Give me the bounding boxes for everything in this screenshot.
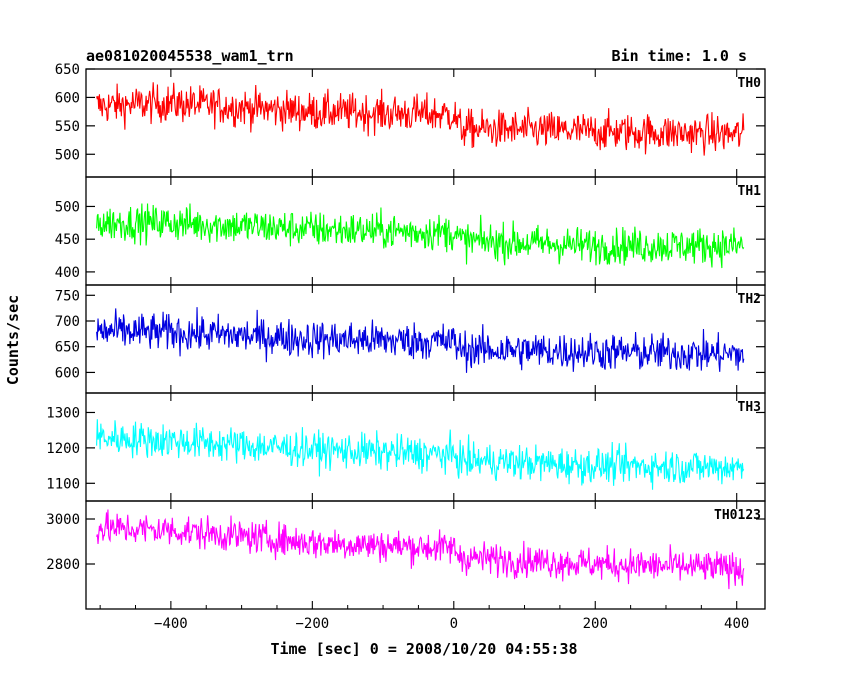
y-tick-label: 500	[55, 147, 80, 163]
panel-th0123: 2800 3000 TH0123	[46, 500, 766, 610]
channel-label-th0123: TH0123	[714, 508, 761, 523]
series-line-th0123	[96, 509, 745, 590]
y-tick-label: 600	[55, 90, 80, 106]
x-tick-label: 400	[724, 616, 749, 632]
y-tick-label: 600	[55, 365, 80, 381]
panels: 500 550 600 650 TH0 400 450 500 TH1 600 650 700 750 T…	[46, 62, 766, 610]
channel-label-th0: TH0	[738, 76, 762, 91]
x-tick-label: −400	[154, 616, 188, 632]
panel-frame	[85, 500, 766, 610]
x-axis: −400 −200 0 200 400	[99, 605, 749, 632]
y-tick-label: 550	[55, 119, 80, 135]
y-tick-label: 650	[55, 340, 80, 356]
y-tick-label: 500	[55, 199, 80, 215]
panel-th3: 1100 1200 1300 TH3	[46, 392, 766, 502]
y-tick-label: 650	[55, 62, 80, 78]
x-axis-label: Time [sec] 0 = 2008/10/20 04:55:38	[270, 640, 577, 658]
y-tick-label: 700	[55, 314, 80, 330]
channel-label-th2: TH2	[738, 292, 761, 307]
series-line-th3	[96, 419, 745, 490]
x-tick-label: −200	[295, 616, 329, 632]
series-line-th2	[96, 307, 745, 373]
x-tick-label: 200	[583, 616, 608, 632]
series-line-th1	[96, 203, 745, 269]
y-tick-label: 2800	[46, 557, 80, 573]
chart-title: ae081020045538_wam1_trn	[86, 47, 294, 65]
y-tick-label: 3000	[46, 512, 80, 528]
y-axis-label: Counts/sec	[4, 295, 22, 385]
panel-th0: 500 550 600 650 TH0	[55, 62, 766, 178]
panel-th2: 600 650 700 750 TH2	[55, 284, 766, 394]
series-line-th0	[96, 82, 745, 156]
y-tick-label: 400	[55, 265, 80, 281]
y-tick-label: 750	[55, 288, 80, 304]
panel-th1: 400 450 500 TH1	[55, 176, 766, 286]
bin-time-label: Bin time: 1.0 s	[612, 47, 747, 65]
channel-label-th1: TH1	[738, 184, 762, 199]
y-tick-label: 1300	[46, 405, 80, 421]
x-tick-label: 0	[450, 616, 458, 632]
y-tick-label: 1200	[46, 441, 80, 457]
y-tick-label: 450	[55, 232, 80, 248]
y-tick-label: 1100	[46, 476, 80, 492]
panel-frame	[85, 68, 766, 178]
channel-label-th3: TH3	[738, 400, 761, 415]
